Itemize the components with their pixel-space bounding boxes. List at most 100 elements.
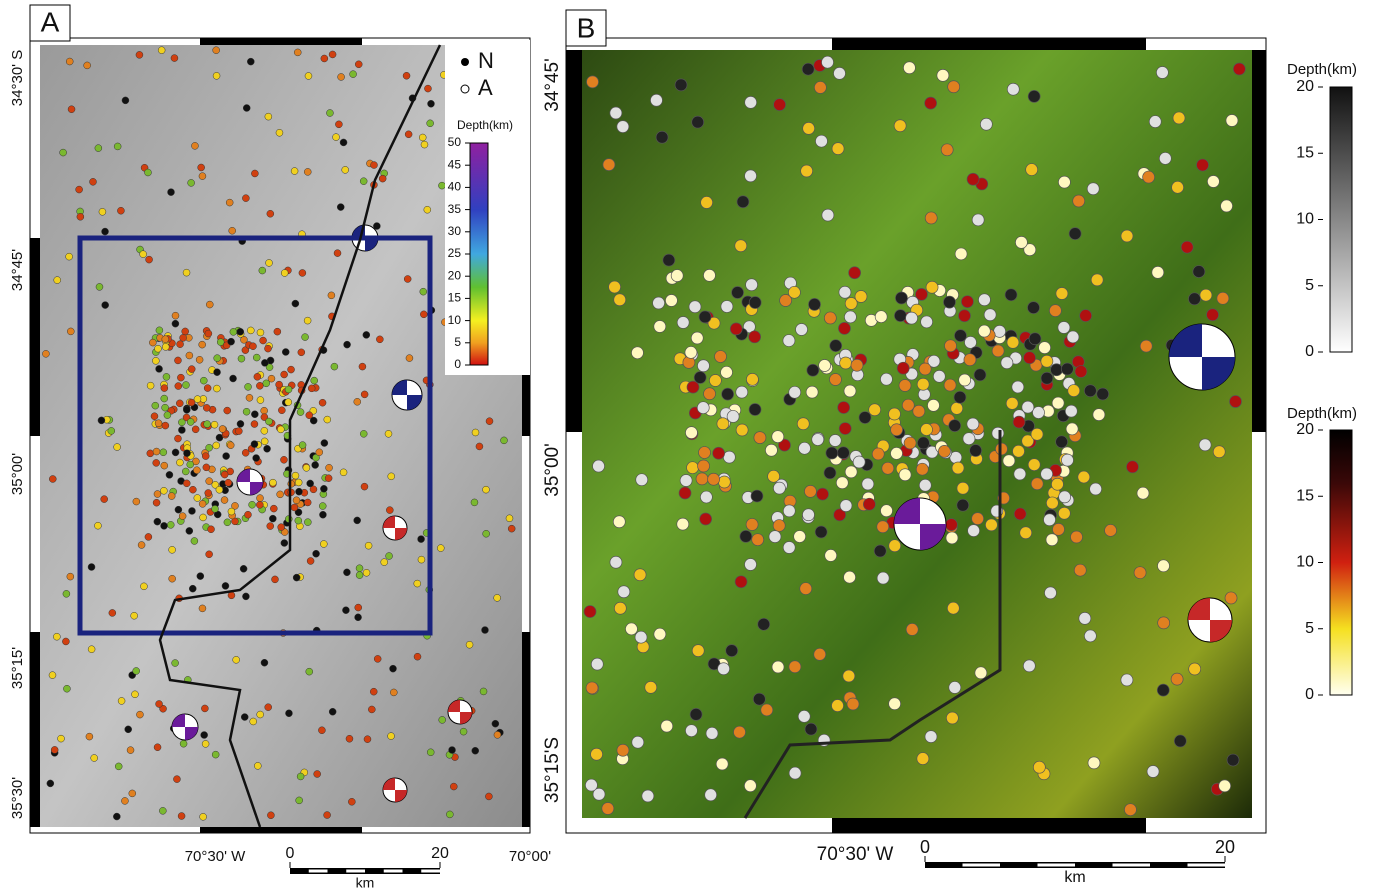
epicenter — [200, 514, 207, 521]
epicenter — [1105, 524, 1117, 536]
epicenter — [949, 420, 961, 432]
epicenter — [213, 385, 220, 392]
epicenter — [178, 419, 185, 426]
epicenter — [1197, 159, 1209, 171]
epicenter — [680, 474, 692, 486]
epicenter — [168, 493, 175, 500]
epicenter — [603, 159, 615, 171]
epicenter — [984, 309, 996, 321]
epicenter — [687, 462, 699, 474]
epicenter — [117, 207, 124, 214]
epicenter — [1181, 241, 1193, 253]
epicenter — [199, 605, 206, 612]
epicenter — [1013, 416, 1025, 428]
epicenter — [354, 517, 361, 524]
epicenter — [1003, 455, 1015, 467]
lon-label: 70°00' — [509, 848, 551, 865]
epicenter — [173, 776, 180, 783]
epicenter — [147, 450, 154, 457]
epicenter — [967, 173, 979, 185]
epicenter — [194, 494, 201, 501]
colorbar-tick-label: 0 — [1305, 686, 1314, 703]
epicenter — [368, 706, 375, 713]
epicenter — [829, 435, 841, 447]
epicenter — [51, 746, 58, 753]
epicenter — [203, 464, 210, 471]
epicenter — [830, 340, 842, 352]
frame-tick — [30, 238, 40, 436]
epicenter — [293, 574, 300, 581]
epicenter — [205, 489, 212, 496]
epicenter — [361, 391, 368, 398]
epicenter — [1007, 83, 1019, 95]
epicenter — [251, 411, 258, 418]
epicenter — [189, 585, 196, 592]
epicenter — [340, 139, 347, 146]
epicenter — [249, 501, 256, 508]
epicenter — [796, 324, 808, 336]
epicenter — [281, 371, 288, 378]
epicenter — [718, 476, 730, 488]
epicenter — [943, 296, 955, 308]
frame-tick — [1252, 50, 1266, 432]
epicenter — [96, 283, 103, 290]
epicenter — [224, 407, 231, 414]
epicenter — [1172, 181, 1184, 193]
epicenter — [156, 700, 163, 707]
epicenter — [198, 164, 205, 171]
epicenter — [206, 301, 213, 308]
epicenter — [959, 310, 971, 322]
epicenter — [320, 485, 327, 492]
epicenter — [302, 334, 309, 341]
epicenter — [723, 451, 735, 463]
epicenter — [161, 395, 168, 402]
epicenter — [891, 447, 903, 459]
epicenter — [356, 572, 363, 579]
epicenter — [805, 723, 817, 735]
epicenter — [715, 351, 727, 363]
epicenter — [494, 594, 501, 601]
epicenter — [689, 301, 701, 313]
epicenter — [1121, 674, 1133, 686]
epicenter — [844, 311, 856, 323]
epicenter — [1147, 766, 1159, 778]
epicenter — [254, 373, 261, 380]
epicenter — [949, 681, 961, 693]
epicenter — [1061, 454, 1073, 466]
epicenter — [1051, 364, 1063, 376]
epicenter — [845, 466, 857, 478]
epicenter — [296, 488, 303, 495]
epicenter — [954, 330, 966, 342]
epicenter — [66, 253, 73, 260]
epicenter — [904, 437, 916, 449]
epicenter — [617, 121, 629, 133]
lat-label: 34°30' S — [9, 50, 26, 106]
epicenter — [403, 72, 410, 79]
epicenter — [63, 590, 70, 597]
epicenter — [414, 653, 421, 660]
epicenter — [221, 497, 228, 504]
colorbar-tick-label: 25 — [448, 246, 462, 260]
epicenter — [1219, 780, 1231, 792]
epicenter — [438, 182, 445, 189]
lat-label: 35°00' — [542, 443, 563, 497]
epicenter — [221, 471, 228, 478]
epicenter — [162, 404, 169, 411]
epicenter — [338, 73, 345, 80]
lon-label: 70°30' W — [185, 848, 246, 865]
epicenter — [297, 409, 304, 416]
epicenter — [494, 731, 501, 738]
epicenter — [49, 672, 56, 679]
epicenter — [276, 129, 283, 136]
epicenter — [320, 540, 327, 547]
epicenter — [176, 459, 183, 466]
epicenter — [806, 386, 818, 398]
epicenter — [253, 455, 260, 462]
epicenter — [439, 716, 446, 723]
epicenter — [1046, 534, 1058, 546]
colorbar — [1330, 87, 1352, 352]
epicenter — [972, 513, 984, 525]
epicenter — [230, 375, 237, 382]
epicenter — [229, 227, 236, 234]
epicenter — [419, 134, 426, 141]
